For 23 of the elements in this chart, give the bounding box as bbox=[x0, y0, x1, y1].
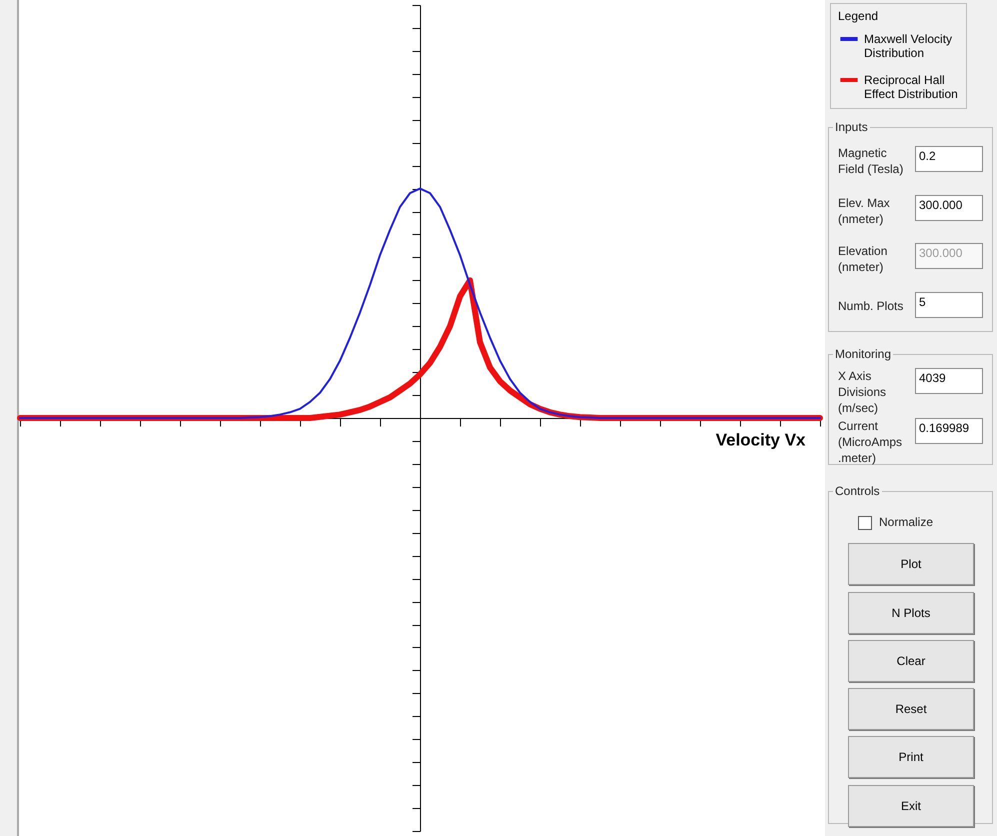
button: Clear bbox=[848, 640, 974, 682]
legend-label: Reciprocal Hall Effect Distribution bbox=[864, 73, 958, 101]
text-field: 0.169989 bbox=[915, 418, 983, 444]
text: Elevation (nmeter) bbox=[838, 243, 888, 275]
text-field: 5 bbox=[915, 292, 983, 318]
text-field: 0.2 bbox=[915, 146, 983, 172]
text: Elev. Max (nmeter) bbox=[838, 195, 891, 227]
button: N Plots bbox=[848, 592, 974, 634]
button: Reset bbox=[848, 688, 974, 730]
text-field: 4039 bbox=[915, 368, 983, 394]
text: Numb. Plots bbox=[838, 298, 904, 314]
text: Current (MicroAmps .meter) bbox=[838, 418, 904, 466]
text-field: 300.000 bbox=[915, 243, 983, 269]
text-field: 300.000 bbox=[915, 195, 983, 221]
button: Plot bbox=[848, 543, 974, 585]
text: Normalize bbox=[879, 515, 934, 529]
legend-label: Maxwell Velocity Distribution bbox=[864, 32, 952, 60]
text: X Axis Divisions (m/sec) bbox=[838, 368, 888, 416]
button: Exit bbox=[848, 785, 974, 827]
button: Print bbox=[848, 736, 974, 778]
legend-title: Legend bbox=[838, 9, 878, 23]
x-axis-title: Velocity Vx bbox=[716, 430, 806, 450]
text: Magnetic Field (Tesla) bbox=[838, 145, 904, 177]
